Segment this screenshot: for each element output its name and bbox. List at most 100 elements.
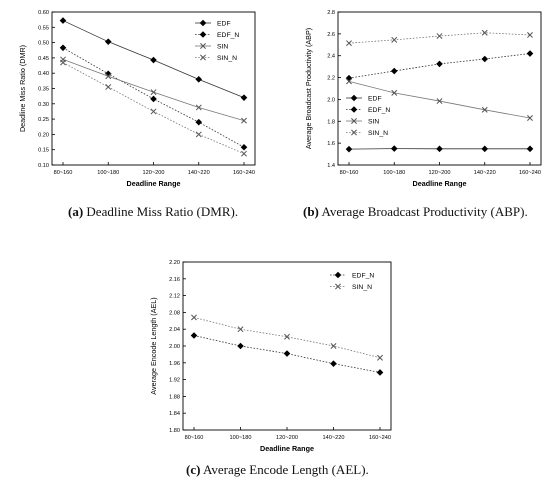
data-point [195, 131, 202, 138]
legend-entry: SIN [195, 43, 228, 50]
series-line [348, 32, 531, 44]
legend-label: SIN [368, 118, 379, 125]
data-point [150, 108, 157, 115]
y-axis-label: Average Encode Length (AEL) [149, 297, 158, 394]
data-point [240, 143, 248, 151]
data-point [436, 145, 443, 153]
data-point [237, 326, 244, 333]
y-tick-label: 2.8 [327, 10, 335, 16]
legend-marker [199, 31, 207, 38]
y-tick-label: 0.50 [38, 41, 49, 47]
x-tick-label: 100~180 [383, 170, 405, 176]
chart-1: 1.4 1.6 1.8 2.0 2.2 2.4 2.6 2.8 80~160 100~180 120… [304, 10, 542, 188]
x-tick-label: 120~200 [429, 170, 451, 176]
data-point [59, 17, 67, 24]
legend-entry: SIN_N [330, 283, 372, 291]
series-sin-n [191, 314, 383, 361]
legend-label: EDF [217, 20, 231, 27]
caption-c: (c) Average Encode Length (AEL). [186, 462, 369, 477]
data-point [390, 67, 398, 75]
data-point [284, 333, 290, 340]
series-edf-n [190, 332, 384, 376]
data-point [150, 89, 157, 96]
chart-0: 0.10 0.15 0.20 0.25 0.30 0.35 0.40 0.45 0.50 0.55… [18, 10, 256, 188]
data-point [345, 74, 353, 82]
y-tick-label: 0.60 [38, 10, 49, 16]
legend-marker [199, 19, 207, 27]
data-point [191, 314, 197, 321]
x-tick-label: 120~200 [143, 170, 165, 176]
y-tick-label: 2.4 [327, 54, 335, 60]
data-point [105, 84, 112, 90]
data-point [481, 55, 489, 63]
y-tick-label: 1.6 [327, 141, 335, 147]
data-point [195, 118, 203, 126]
data-point [527, 115, 533, 121]
legend-label: EDF_N [217, 32, 239, 39]
y-axis-label: Deadline Miss Ratio (DMR) [18, 45, 27, 132]
x-tick-label: 80~160 [340, 170, 359, 176]
caption-a: (a) Deadline Miss Ratio (DMR). [68, 204, 239, 219]
legend-marker [350, 106, 358, 113]
x-tick-label: 140~220 [474, 170, 496, 176]
data-point [150, 56, 157, 64]
legend-entry: SIN_N [195, 54, 237, 62]
y-tick-label: 2.08 [169, 310, 180, 316]
y-tick-label: 1.92 [169, 378, 180, 384]
data-point [436, 33, 443, 39]
data-point [377, 354, 383, 361]
x-tick-label: 160~240 [519, 170, 541, 176]
data-point [391, 89, 398, 96]
x-tick-label: 100~180 [97, 170, 119, 176]
x-tick-label: 80~160 [54, 170, 73, 176]
series-edf [59, 17, 248, 101]
x-axis-label: Deadline Range [413, 179, 467, 188]
legend-entry: EDF_N [195, 31, 239, 39]
data-point [104, 38, 112, 45]
data-point [391, 36, 398, 43]
data-point [195, 104, 202, 111]
legend-entry: EDF [195, 19, 231, 27]
y-tick-label: 1.96 [169, 361, 180, 367]
data-point [390, 145, 398, 152]
plot-frame [337, 11, 542, 166]
legend-entry: EDF [346, 94, 382, 102]
data-point [526, 50, 534, 57]
series-edf [345, 145, 534, 153]
series-sin [346, 78, 533, 121]
legend-label: SIN_N [217, 55, 237, 62]
y-tick-label: 2.16 [169, 277, 180, 283]
legend-label: SIN_N [368, 130, 388, 137]
x-tick-label: 80~160 [185, 435, 204, 441]
data-point [60, 59, 66, 66]
legend-label: EDF [368, 95, 382, 102]
data-point [240, 94, 248, 101]
series-edf-n [345, 50, 534, 82]
caption-b: (b) Average Broadcast Productivity (ABP)… [303, 204, 528, 219]
legend-marker [200, 54, 206, 61]
legend-label: EDF_N [352, 272, 374, 279]
y-tick-label: 2.2 [327, 76, 335, 82]
y-tick-label: 1.84 [169, 411, 180, 417]
legend-label: SIN [217, 43, 228, 50]
legend-marker [334, 271, 342, 279]
y-tick-label: 0.20 [38, 132, 49, 138]
y-tick-label: 0.25 [38, 117, 49, 123]
y-axis-label: Average Broadcast Productivity (ABP) [304, 28, 313, 149]
y-tick-label: 0.55 [38, 25, 49, 31]
data-point [59, 44, 67, 52]
legend-label: SIN_N [352, 284, 372, 291]
y-tick-label: 2.12 [169, 294, 180, 300]
series-line [193, 335, 381, 373]
data-point [150, 95, 157, 103]
series-sin [60, 56, 247, 124]
y-tick-label: 0.10 [38, 163, 49, 169]
series-edf-n [59, 44, 248, 151]
data-point [481, 106, 488, 113]
data-point [481, 145, 489, 153]
y-tick-label: 1.8 [327, 119, 335, 125]
x-axis-label: Deadline Range [260, 444, 314, 453]
data-point [376, 369, 384, 376]
data-point [330, 343, 337, 349]
